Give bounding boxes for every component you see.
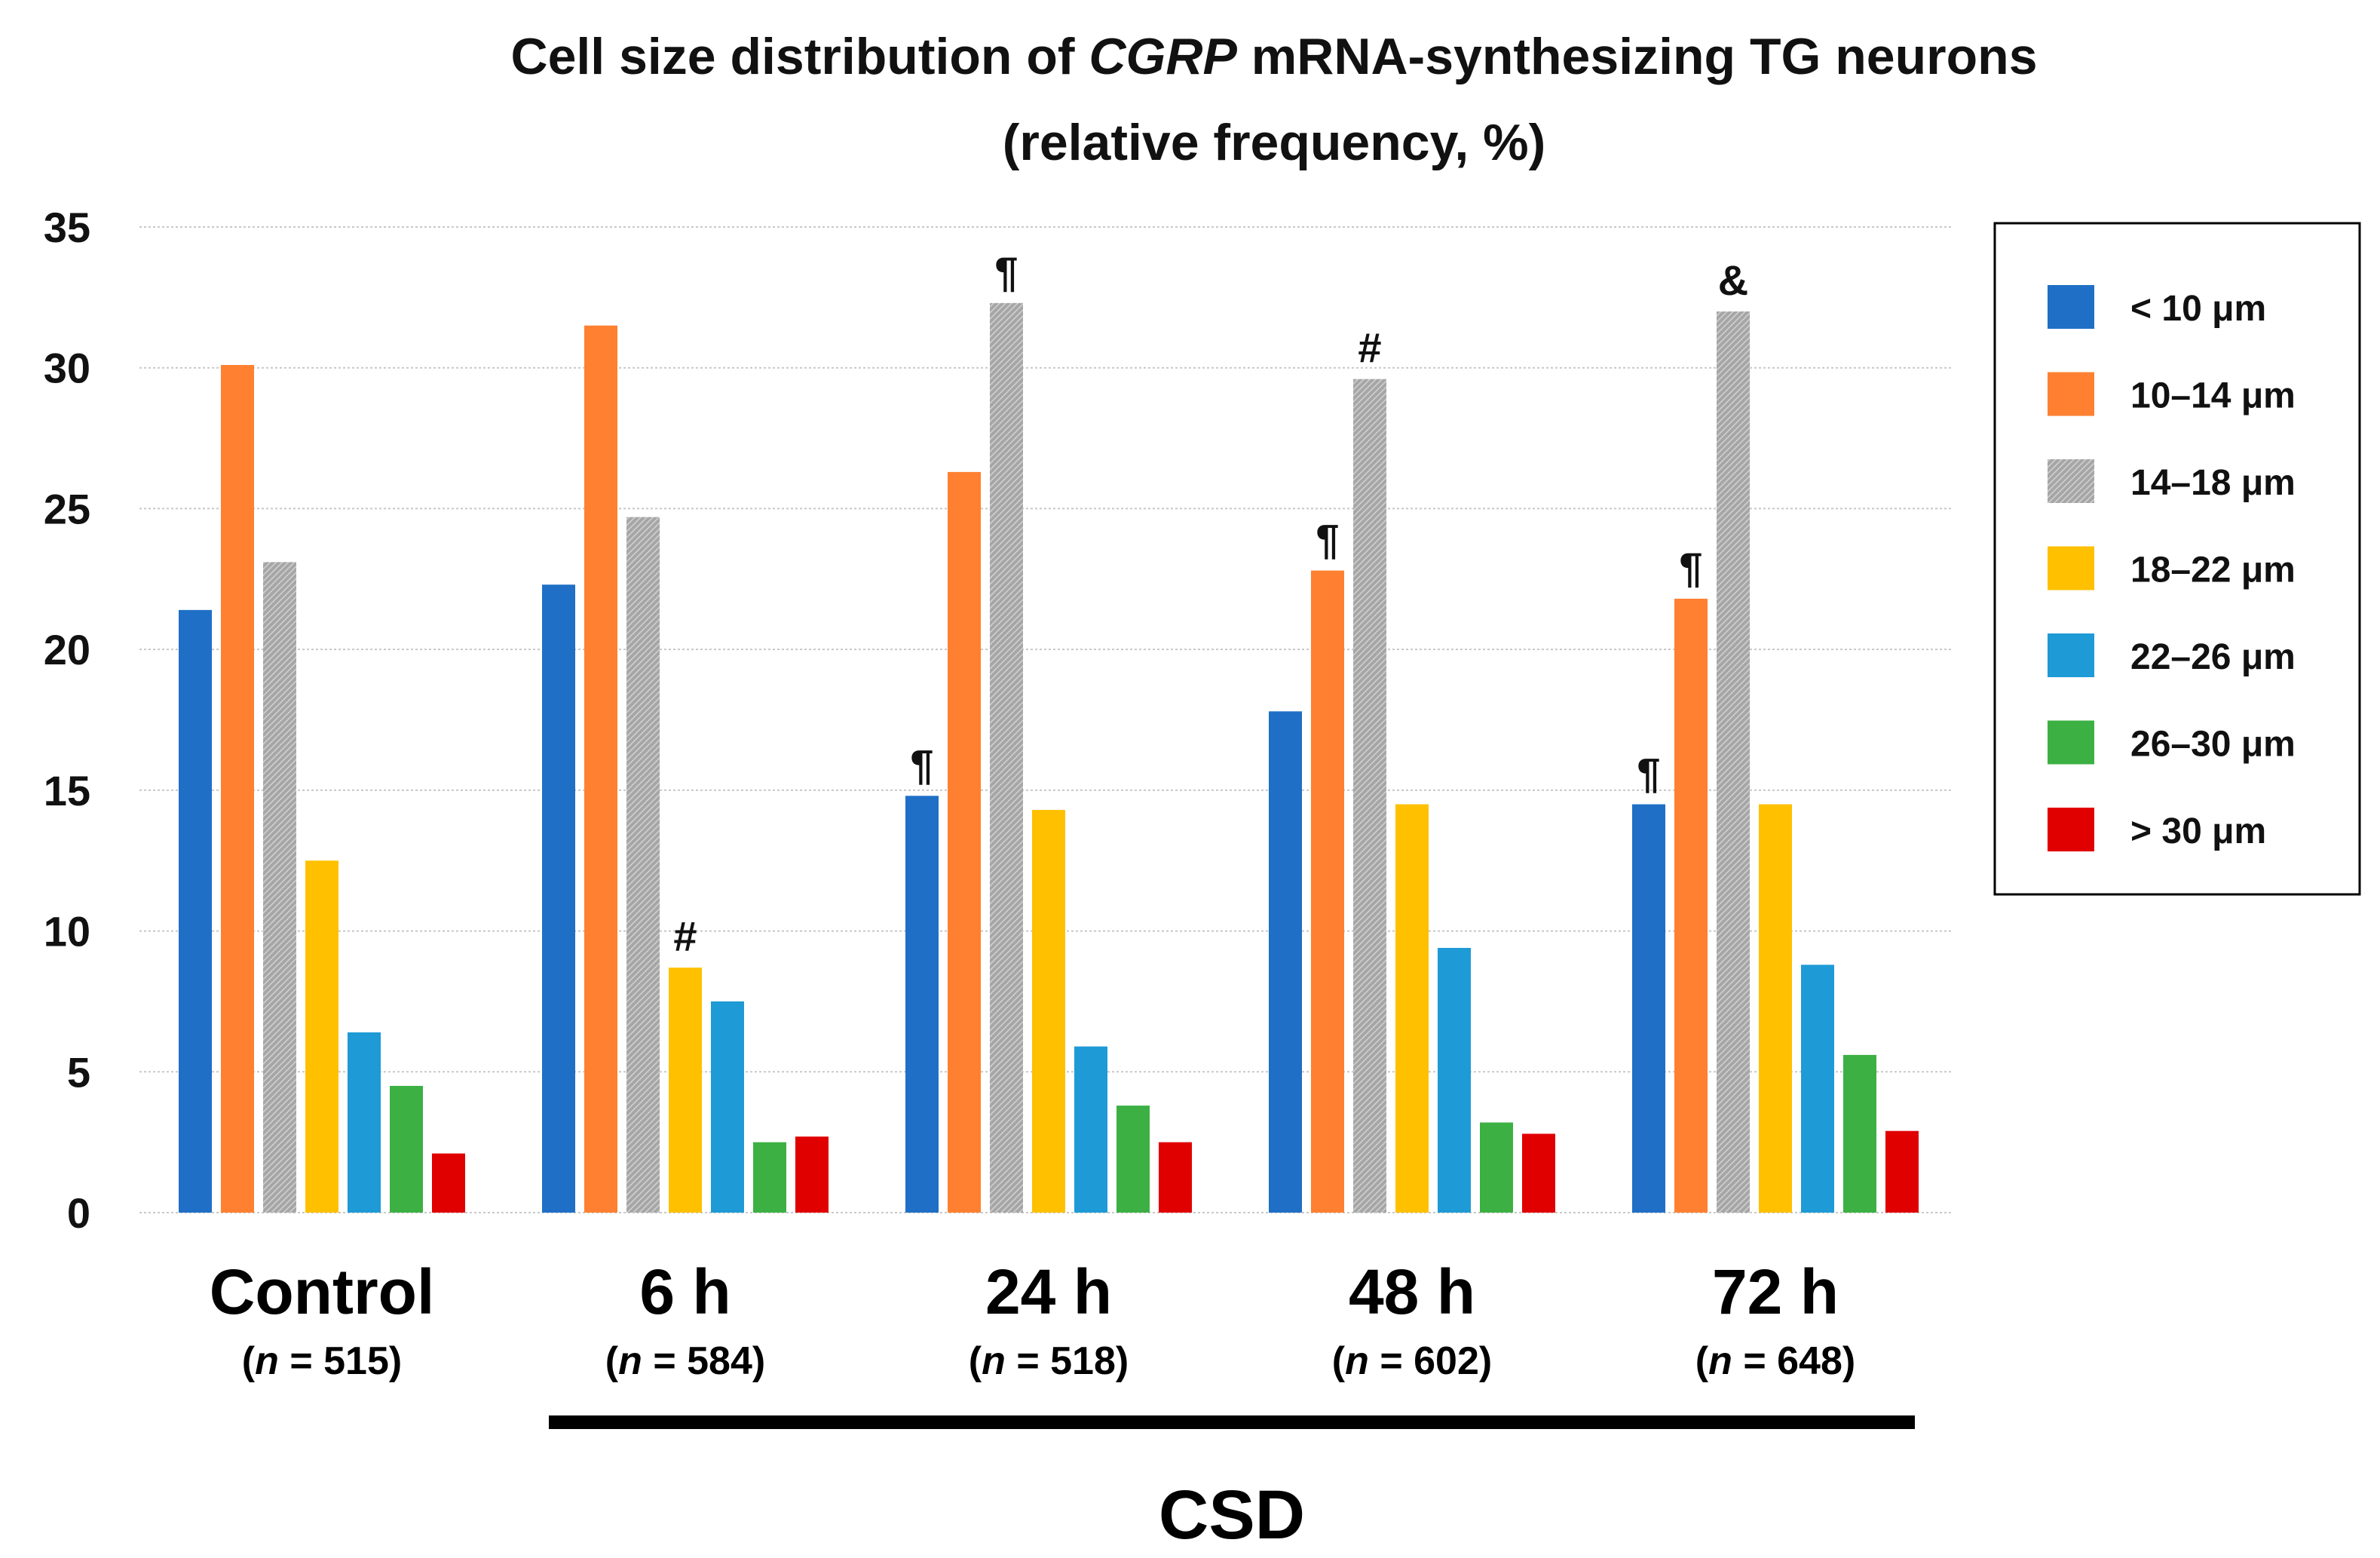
bar <box>221 364 254 1213</box>
bar <box>542 584 575 1213</box>
bar <box>1674 598 1708 1213</box>
bar <box>905 796 939 1213</box>
bar <box>1522 1133 1555 1213</box>
y-tick-label: 25 <box>44 485 90 532</box>
legend-label: 18–22 μm <box>2130 551 2296 590</box>
legend-swatch <box>2048 546 2094 590</box>
legend-swatch <box>2048 633 2094 677</box>
bar <box>1438 947 1471 1213</box>
bar <box>1480 1122 1513 1213</box>
bar <box>263 562 296 1213</box>
legend-swatch <box>2048 808 2094 851</box>
bar <box>1717 311 1750 1213</box>
sample-size-label: (n = 515) <box>242 1339 402 1383</box>
significance-marks: # ¶ ¶ ¶ # ¶ ¶ & <box>673 248 1748 960</box>
bar <box>1311 570 1344 1213</box>
y-tick-label: 30 <box>44 345 90 392</box>
y-tick-label: 15 <box>44 767 90 814</box>
bar <box>795 1136 829 1213</box>
bar <box>1116 1106 1150 1213</box>
bar <box>390 1085 423 1213</box>
bar <box>1032 809 1065 1213</box>
chart-title-line2: (relative frequency, %) <box>1003 114 1546 171</box>
significance-mark: ¶ <box>1637 750 1660 797</box>
sample-size-label: (n = 518) <box>969 1339 1129 1383</box>
bar <box>948 471 981 1213</box>
significance-mark: # <box>1358 324 1381 372</box>
bar <box>669 968 702 1213</box>
csd-group-label: CSD <box>1159 1477 1305 1553</box>
bar <box>1159 1142 1192 1213</box>
bar <box>1353 379 1386 1213</box>
y-tick-label: 5 <box>67 1048 90 1096</box>
legend-swatch <box>2048 459 2094 503</box>
x-axis-categories: Control (n = 515) 6 h (n = 584) 24 h (n = 518… <box>210 1256 1856 1383</box>
bar <box>753 1142 786 1213</box>
category-label: 24 h <box>985 1256 1112 1327</box>
sample-size-label: (n = 584) <box>605 1339 765 1383</box>
legend-label: 14–18 μm <box>2130 463 2296 503</box>
bar <box>179 609 212 1213</box>
legend-label: < 10 μm <box>2130 289 2266 329</box>
title-part-b: mRNA-synthesizing TG neurons <box>1237 28 2038 85</box>
y-tick-label: 20 <box>44 626 90 673</box>
y-axis-ticks: 0 5 10 15 20 25 30 35 <box>44 204 90 1237</box>
legend-label: 22–26 μm <box>2130 637 2296 677</box>
legend-swatch <box>2048 372 2094 416</box>
y-tick-label: 35 <box>44 204 90 251</box>
bar <box>990 302 1023 1213</box>
y-tick-label: 0 <box>67 1189 90 1237</box>
bar <box>1759 804 1792 1213</box>
bar <box>432 1153 465 1213</box>
bar <box>584 325 617 1213</box>
significance-mark: ¶ <box>1316 516 1339 563</box>
significance-mark: # <box>673 912 697 960</box>
sample-size-label: (n = 648) <box>1695 1339 1855 1383</box>
y-tick-label: 10 <box>44 908 90 955</box>
bar <box>348 1032 381 1213</box>
bars <box>179 302 1919 1213</box>
bar <box>1269 711 1302 1213</box>
legend-label: > 30 μm <box>2130 811 2266 851</box>
significance-mark: ¶ <box>910 741 933 788</box>
significance-mark: & <box>1718 256 1748 304</box>
legend: < 10 μm 10–14 μm 14–18 μm 18–22 μm 22–26 μm 2… <box>1993 222 2361 896</box>
bar <box>305 860 338 1213</box>
bar <box>711 1001 744 1213</box>
bar <box>1843 1054 1876 1213</box>
category-label: 72 h <box>1712 1256 1839 1327</box>
category-label: 6 h <box>639 1256 731 1327</box>
legend-label: 26–30 μm <box>2130 725 2296 765</box>
chart-title-line1: Cell size distribution of CGRP mRNA-synt… <box>510 28 2037 85</box>
significance-mark: ¶ <box>994 248 1018 296</box>
legend-swatch <box>2048 285 2094 329</box>
bar <box>1074 1046 1107 1213</box>
significance-mark: ¶ <box>1679 544 1702 591</box>
title-part-a: Cell size distribution of <box>510 28 1089 85</box>
bar <box>1632 804 1665 1213</box>
category-label: 48 h <box>1349 1256 1475 1327</box>
legend-swatch <box>2048 720 2094 765</box>
sample-size-label: (n = 602) <box>1332 1339 1492 1383</box>
bar <box>1885 1130 1919 1213</box>
legend-label: 10–14 μm <box>2130 376 2296 416</box>
category-label: Control <box>210 1256 435 1327</box>
bar <box>1395 804 1429 1213</box>
bar <box>626 517 660 1213</box>
title-gene-italic: CGRP <box>1089 28 1237 85</box>
bar <box>1801 965 1834 1213</box>
